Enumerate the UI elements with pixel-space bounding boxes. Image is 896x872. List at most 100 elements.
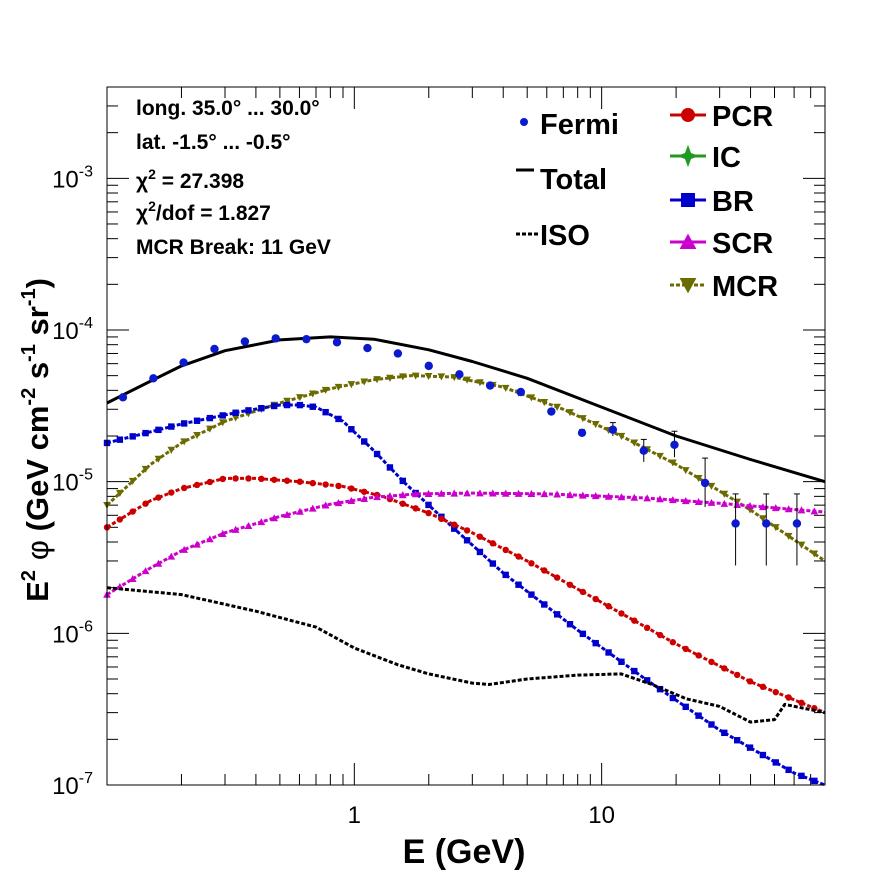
ylabel-sup2: -2 <box>18 388 40 406</box>
marker-mcr <box>206 425 214 433</box>
fermi-point <box>240 337 250 346</box>
marker-pcr <box>258 475 265 483</box>
marker-mcr <box>720 490 729 498</box>
marker-scr <box>167 552 176 560</box>
chi2-value: = 27.398 <box>156 170 244 193</box>
marker-pcr <box>502 546 509 554</box>
marker-scr <box>334 499 343 507</box>
marker-scr <box>759 503 767 511</box>
marker-pcr <box>245 475 252 482</box>
marker-br <box>258 404 265 412</box>
legend-item-scr: SCR <box>670 228 773 260</box>
marker-scr <box>193 540 201 548</box>
marker-pcr <box>785 694 792 701</box>
marker-pcr <box>759 683 767 691</box>
marker-br <box>643 677 651 684</box>
legend-label: BR <box>712 186 754 218</box>
marker-br <box>798 772 805 780</box>
marker-br <box>335 415 342 423</box>
marker-pcr <box>476 533 484 540</box>
legend-item-fermi: Fermi <box>520 109 619 141</box>
marker-pcr <box>669 639 677 646</box>
marker-pcr <box>451 521 458 528</box>
marker-scr <box>411 490 420 498</box>
marker-br <box>142 429 149 437</box>
marker-mcr <box>180 438 189 446</box>
legend-label: ISO <box>540 220 590 252</box>
marker-mcr <box>797 541 806 549</box>
marker-br <box>451 525 458 532</box>
marker-scr <box>746 501 754 510</box>
marker-br <box>463 537 471 544</box>
marker-br <box>348 426 355 433</box>
marker-scr <box>643 494 651 502</box>
ylabel-unit1: (GeV cm <box>20 406 55 540</box>
fermi-point <box>608 425 618 434</box>
ylabel-unit2: s <box>20 362 55 388</box>
fermi-point <box>424 361 433 371</box>
fermi-point <box>210 344 219 354</box>
info-latitude: lat. -1.5° ... -0.5° <box>136 131 291 154</box>
series-layer <box>103 335 826 787</box>
marker-pcr <box>515 553 522 560</box>
legend-label: IC <box>712 142 741 174</box>
marker-br <box>785 766 792 774</box>
marker-mcr <box>231 414 240 422</box>
y-tick-label: 10-6 <box>52 618 93 648</box>
fermi-point <box>271 334 280 343</box>
plot-frame <box>106 86 826 786</box>
marker-mcr <box>141 465 150 473</box>
marker-scr <box>424 489 433 497</box>
marker-br <box>361 438 368 445</box>
ylabel-sup3: -1 <box>18 344 40 362</box>
x-tick-label: 10 <box>588 802 615 829</box>
marker-pcr <box>656 631 664 639</box>
ylabel-phi: φ <box>20 540 55 560</box>
marker-scr <box>784 505 793 513</box>
marker-br <box>695 712 702 719</box>
marker-br <box>708 721 715 728</box>
marker-scr <box>656 495 664 503</box>
legend-item-iso: ISO <box>516 220 590 252</box>
marker-mcr <box>308 390 317 398</box>
fermi-point <box>179 358 188 367</box>
chi-symbol-2: χ <box>136 202 148 225</box>
marker-mcr <box>476 379 484 387</box>
marker-scr <box>501 489 510 497</box>
fermi-point <box>363 343 372 353</box>
y-tick-label: 10-3 <box>52 163 93 193</box>
marker-pcr <box>335 482 342 490</box>
fermi-point <box>455 370 464 379</box>
marker-mcr <box>411 372 420 380</box>
legend-label: SCR <box>712 228 773 260</box>
info-mcr-break: MCR Break: 11 GeV <box>136 236 331 259</box>
marker-br <box>811 777 818 785</box>
fermi-point <box>516 387 525 397</box>
marker-br <box>502 571 509 579</box>
ylabel-e: E <box>20 581 55 602</box>
marker-scr <box>257 518 266 526</box>
marker-scr <box>141 567 150 575</box>
series-br <box>103 401 826 787</box>
marker-scr <box>373 493 381 501</box>
marker-br <box>721 729 728 737</box>
fermi-point <box>731 519 740 528</box>
ylabel-sup1: 2 <box>18 570 40 581</box>
marker-br <box>579 630 587 638</box>
marker-mcr <box>463 376 471 384</box>
marker-br <box>541 601 548 608</box>
marker-br <box>528 591 535 598</box>
marker-mcr <box>630 439 639 447</box>
marker-br <box>425 501 432 509</box>
marker-br <box>476 548 484 556</box>
marker-scr <box>347 496 356 505</box>
marker-scr <box>296 507 304 515</box>
marker-br <box>206 414 214 422</box>
chi2dof-value: /dof = 1.827 <box>156 202 271 225</box>
marker-pcr <box>733 671 741 679</box>
marker-scr <box>797 506 806 514</box>
marker-pcr <box>116 516 124 523</box>
marker-br <box>193 417 201 424</box>
fermi-point <box>700 478 710 488</box>
marker-pcr <box>399 500 406 507</box>
